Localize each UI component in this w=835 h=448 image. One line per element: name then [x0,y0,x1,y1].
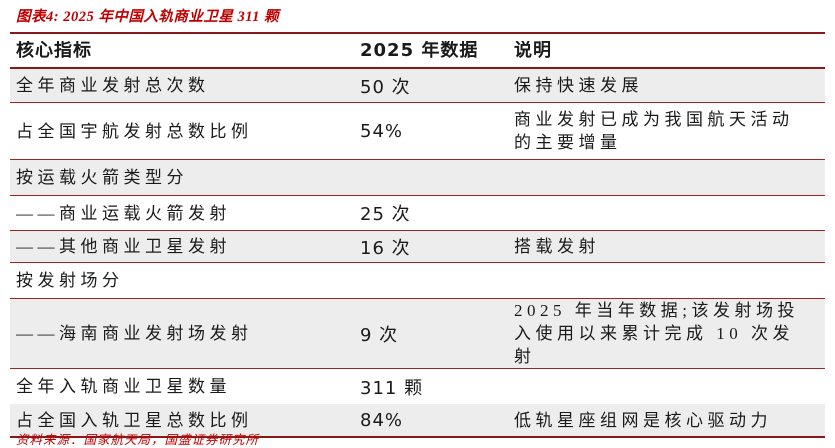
header-indicator: 核心指标 [16,40,92,61]
header-value: 2025 年数据 [360,40,479,61]
value-cell: 16 次 [360,237,411,259]
table-row: ——商业运载火箭发射 25 次 [10,195,825,230]
value-cell: 54% [360,120,404,142]
table-header-row: 核心指标 2025 年数据 说明 [10,34,825,69]
note-cell: 保持快速发展 [514,76,643,95]
indicator-cell: ——其他商业卫星发射 [16,237,231,256]
table-row: 全年商业发射总次数 50 次 保持快速发展 [10,69,825,102]
indicator-cell: 按发射场分 [16,271,124,290]
value-cell: 9 次 [360,324,399,346]
table-row: 占全国入轨卫星总数比例 84% 低轨星座组网是核心驱动力 [10,404,825,436]
table-row-section: 按发射场分 [10,262,825,298]
indicator-cell: ——商业运载火箭发射 [16,203,231,223]
table-row: 占全国宇航发射总数比例 54% 商业发射已成为我国航天活动的主要增量 [10,102,825,159]
table-row-section: 按运载火箭类型分 [10,159,825,195]
table-row: ——其他商业卫星发射 16 次 搭载发射 [10,230,825,262]
indicator-cell: 占全国入轨卫星总数比例 [16,410,253,430]
table-row: 全年入轨商业卫星数量 311 颗 [10,368,825,404]
source-note: 资料来源：国家航天局，国盛证券研究所 [16,433,260,447]
value-cell: 25 次 [360,204,411,225]
indicator-cell: 占全国宇航发射总数比例 [16,121,253,141]
header-note: 说明 [514,40,552,61]
indicator-cell: 按运载火箭类型分 [16,168,188,187]
table-row: ——海南商业发射场发射 9 次 2025 年当年数据;该发射场投入使用以来累计完… [10,298,825,368]
note-cell: 2025 年当年数据;该发射场投入使用以来累计完成 10 次发射 [514,301,799,366]
indicator-cell: 全年商业发射总次数 [16,76,210,95]
value-cell: 50 次 [360,76,411,98]
data-table: 核心指标 2025 年数据 说明 全年商业发射总次数 50 次 保持快速发展 占… [10,32,825,438]
note-cell: 低轨星座组网是核心驱动力 [514,410,772,430]
value-cell: 311 颗 [360,377,424,399]
figure-title: 图表4: 2025 年中国入轨商业卫星 311 颗 [16,9,280,25]
note-cell: 搭载发射 [514,237,600,256]
note-cell: 商业发射已成为我国航天活动的主要增量 [514,110,794,152]
indicator-cell: ——海南商业发射场发射 [16,324,253,343]
indicator-cell: 全年入轨商业卫星数量 [16,377,231,396]
value-cell: 84% [360,409,404,431]
